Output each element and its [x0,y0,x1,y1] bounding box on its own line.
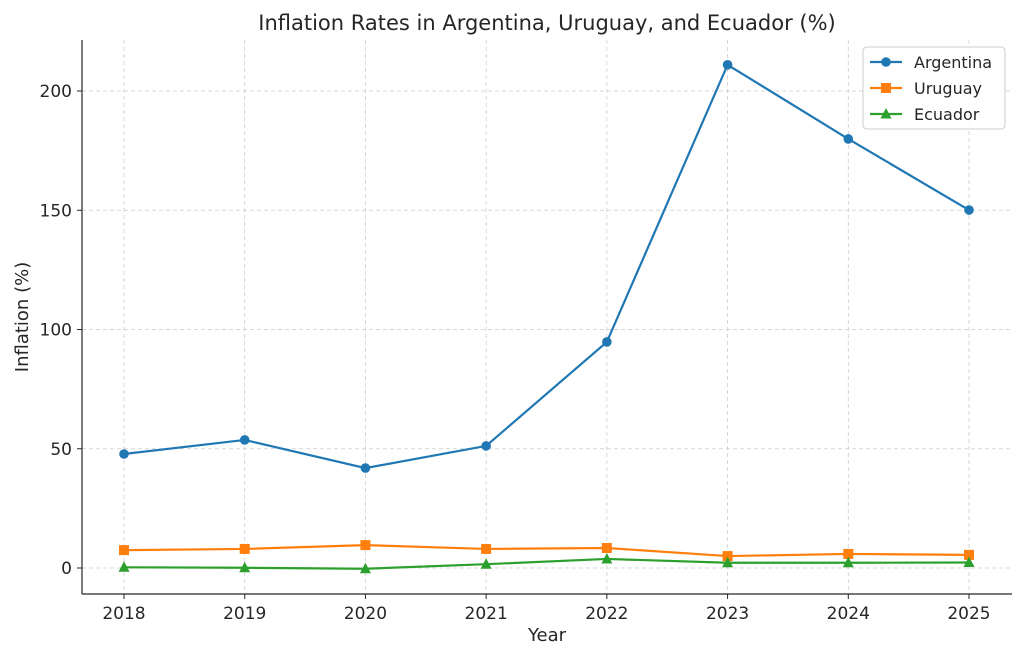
data-point [602,337,612,347]
data-point [239,561,251,573]
data-point [360,463,371,473]
x-tick-label: 2021 [465,604,508,624]
data-point [481,441,491,451]
data-point [359,562,371,574]
legend-marker [881,57,891,67]
data-point [119,545,129,556]
legend-marker [880,108,892,119]
data-point [722,551,733,562]
data-point [119,449,129,459]
legend-label: Argentina [914,53,992,72]
data-point [964,549,974,560]
data-point [601,552,613,564]
x-tick-label: 2018 [102,604,145,624]
data-point [481,543,492,554]
series-line [123,544,970,558]
y-tick-label: 150 [40,201,72,221]
legend-label: Uruguay [914,79,982,98]
data-point [239,435,250,445]
data-point [842,556,854,568]
x-tick-label: 2022 [585,604,628,624]
series-line [123,63,970,470]
x-axis-label: Year [527,625,567,646]
data-point [239,543,250,554]
y-tick-label: 200 [40,82,72,102]
y-tick-label: 0 [61,559,72,579]
series-line [123,557,970,570]
y-tick-label: 50 [50,440,72,460]
x-tick-label: 2025 [947,604,990,624]
legend-label: Ecuador [914,105,980,124]
y-axis-label: Inflation (%) [12,262,33,372]
series-ecuador [118,552,975,574]
data-point [843,134,854,144]
data-point [964,205,974,215]
data-point [360,540,371,551]
y-tick-label: 100 [40,321,72,341]
legend-box [862,46,1006,130]
data-point [601,542,612,553]
data-point [722,556,734,568]
data-point [118,561,130,572]
data-point [963,556,975,568]
x-tick-label: 2023 [706,604,749,624]
series-argentina [119,60,974,473]
data-point [480,558,492,569]
legend: Argentina Uruguay Ecuador [862,46,1006,130]
series-uruguay [119,540,974,562]
series-group [118,60,975,574]
legend-marker [881,83,891,93]
data-point [843,548,854,559]
x-tick-label: 2024 [827,604,870,624]
x-tick-label: 2019 [223,604,266,624]
x-tick-label: 2020 [344,604,387,624]
chart-title: Inflation Rates in Argentina, Uruguay, a… [258,11,835,35]
axes: 2018 2019 2020 2021 2022 2023 2024 2025 0 50 100 15… [40,40,1012,624]
data-point [722,60,733,70]
